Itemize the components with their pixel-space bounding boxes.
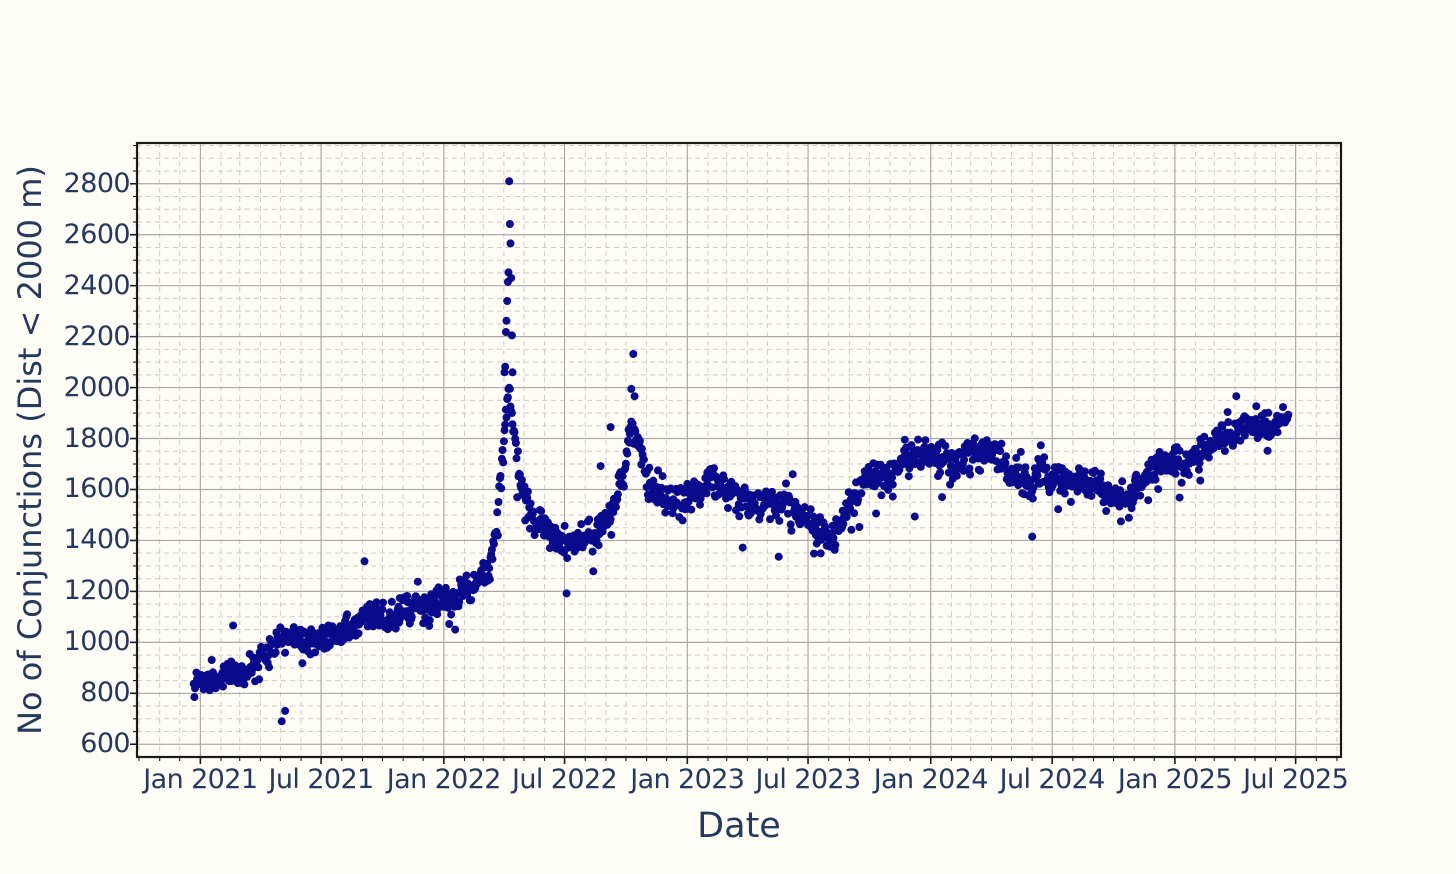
x-tick-label: Jul 2025 bbox=[1243, 764, 1349, 795]
x-tick-label: Jul 2022 bbox=[512, 764, 618, 795]
y-tick-label: 600 bbox=[80, 728, 130, 760]
y-tick-label: 1800 bbox=[63, 422, 131, 454]
axis-tick-marks bbox=[130, 144, 1338, 764]
x-tick-label: Jan 2025 bbox=[1117, 764, 1233, 795]
x-tick-label: Jan 2022 bbox=[386, 764, 502, 795]
y-tick-label: 2600 bbox=[63, 218, 131, 250]
y-tick-label: 800 bbox=[80, 677, 130, 709]
x-axis-title: Date bbox=[697, 806, 781, 846]
x-tick-label: Jul 2024 bbox=[999, 764, 1106, 795]
y-tick-label: 2200 bbox=[63, 320, 131, 352]
x-tick-label: Jan 2023 bbox=[630, 764, 745, 795]
y-tick-label: 1200 bbox=[63, 575, 131, 607]
x-tick-label: Jul 2021 bbox=[268, 764, 375, 795]
scatter-points bbox=[189, 177, 1293, 726]
y-axis-title: No of Conjunctions (Dist < 2000 m) bbox=[11, 165, 49, 735]
y-tick-label: 2000 bbox=[63, 371, 131, 403]
y-tick-label: 1000 bbox=[63, 626, 131, 658]
y-tick-label: 2400 bbox=[63, 269, 131, 301]
plot-border bbox=[135, 141, 1343, 759]
y-tick-label: 2800 bbox=[63, 167, 131, 199]
x-tick-label: Jul 2023 bbox=[755, 764, 861, 795]
minor-gridlines bbox=[137, 143, 1341, 757]
major-gridlines bbox=[137, 143, 1341, 757]
x-tick-label: Jan 2021 bbox=[143, 764, 258, 795]
x-tick-label: Jan 2024 bbox=[873, 764, 989, 795]
y-tick-label: 1400 bbox=[63, 524, 131, 556]
y-tick-label: 1600 bbox=[63, 473, 131, 505]
